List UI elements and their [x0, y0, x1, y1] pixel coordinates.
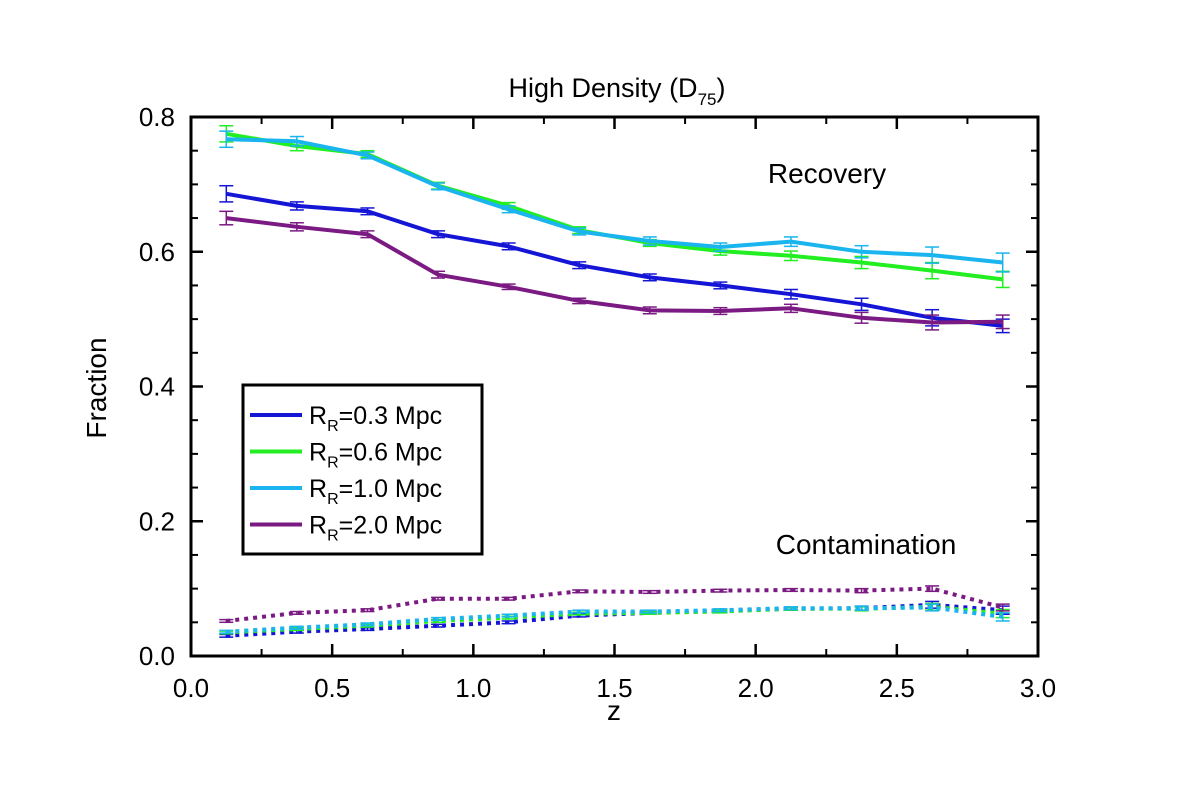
series-layer — [219, 125, 1010, 638]
y-tick-label: 0.4 — [139, 372, 175, 402]
y-axis-label: Fraction — [81, 337, 112, 438]
recovery-annotation: Recovery — [768, 158, 886, 189]
legend-label: RR=2.0 Mpc — [309, 512, 442, 545]
series-contamination-3 — [219, 585, 1010, 624]
legend-label: RR=0.6 Mpc — [309, 439, 442, 472]
x-tick-label: 2.0 — [738, 673, 774, 703]
series-line — [225, 191, 1003, 328]
y-tick-label: 0.8 — [139, 102, 175, 132]
series-line — [226, 605, 1003, 634]
series-contamination-2 — [219, 603, 1010, 634]
x-tick-label: 0.0 — [173, 673, 209, 703]
x-tick-label: 0.5 — [314, 673, 350, 703]
chart-title-end: ) — [716, 73, 725, 103]
x-tick-label: 3.0 — [1020, 673, 1056, 703]
series-line — [226, 586, 1004, 623]
series-line — [226, 216, 1003, 325]
legend-item: RR=1.0 Mpc — [250, 475, 442, 508]
plot-frame — [189, 115, 1040, 658]
chart-title-main: High Density (D — [509, 73, 698, 103]
x-axis-label: z — [607, 695, 621, 726]
series-contamination-0 — [219, 600, 1010, 638]
legend-item: RR=0.3 Mpc — [250, 402, 442, 435]
legend-item: RR=2.0 Mpc — [250, 512, 442, 545]
x-tick-label: 1.0 — [455, 673, 491, 703]
series-recovery-0 — [219, 184, 1010, 334]
y-tick-label: 0.0 — [139, 641, 175, 671]
chart-title: High Density (D75) — [509, 73, 726, 109]
series-recovery-3 — [219, 210, 1010, 331]
legend-label: RR=1.0 Mpc — [309, 475, 442, 508]
x-tick-label: 2.5 — [879, 673, 915, 703]
tick-labels: 0.0 0.5 1.0 1.5 2.0 2.5 3.0 0.0 0.2 0.4 0.6 0.8 — [139, 102, 1056, 703]
contamination-annotation: Contamination — [776, 529, 957, 560]
series-recovery-2 — [219, 130, 1010, 273]
series-line — [225, 131, 1003, 282]
x-tick-label: 1.5 — [596, 673, 632, 703]
series-line — [226, 137, 1003, 265]
legend-label: RR=0.3 Mpc — [309, 402, 442, 435]
legend-item: RR=0.6 Mpc — [250, 439, 442, 472]
y-tick-label: 0.2 — [139, 506, 175, 536]
y-tick-label: 0.6 — [139, 237, 175, 267]
chart-title-sub: 75 — [698, 90, 717, 109]
